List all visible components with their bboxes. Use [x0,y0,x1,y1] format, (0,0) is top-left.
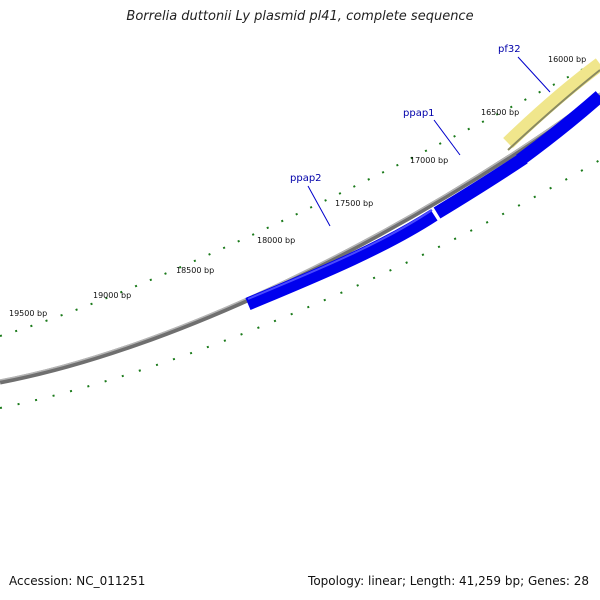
tick-label-17000: 17000 bp [410,156,448,165]
summary-text: Topology: linear; Length: 41,259 bp; Gen… [308,574,589,588]
gene-label-ppap2: ppap2 [290,173,322,184]
gene-label-ppap1: ppap1 [403,108,435,119]
tick-label-19000: 19000 bp [93,291,131,300]
tick-label-16500: 16500 bp [481,108,519,117]
gene-label-pf32: pf32 [498,44,521,55]
accession-text: Accession: NC_011251 [9,574,146,588]
ppap1-connector [433,119,461,156]
gene-ppap2[interactable] [245,209,438,310]
ppap2-connector [307,185,331,227]
tick-label-17500: 17500 bp [335,199,373,208]
pf32-connector [517,56,551,93]
gene-arc[interactable] [516,91,600,166]
tick-label-18500: 18500 bp [176,266,214,275]
outer-tick-ring [0,59,600,337]
tick-label-19500: 19500 bp [9,309,47,318]
gene-pf32[interactable] [503,58,600,149]
tick-label-16000: 16000 bp [548,55,586,64]
gene-ppap1[interactable] [433,152,528,219]
map-title: Borrelia duttonii Ly plasmid pl41, compl… [126,9,474,24]
tick-label-18000: 18000 bp [257,236,295,245]
